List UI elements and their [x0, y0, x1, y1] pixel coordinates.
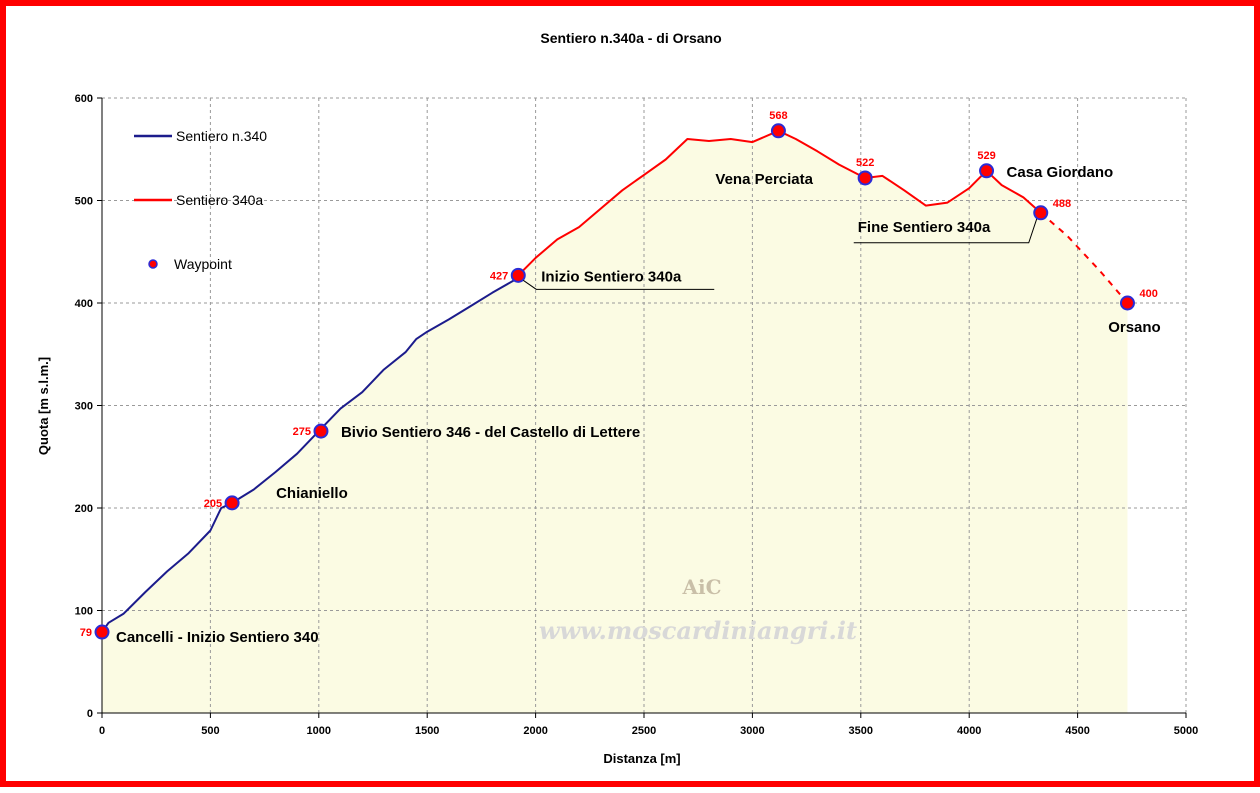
- waypoint-marker: [313, 423, 329, 439]
- waypoint: 400 Orsano: [1108, 288, 1161, 336]
- legend-item: Waypoint: [148, 256, 232, 272]
- x-tick-label: 3500: [849, 725, 873, 737]
- x-axis-title: Distanza [m]: [603, 751, 680, 766]
- waypoint-value: 205: [204, 498, 222, 510]
- x-tick-label: 3000: [740, 725, 764, 737]
- waypoint: 79 Cancelli - Inizio Sentiero 340: [80, 624, 319, 646]
- legend: Sentiero n.340 Sentiero 340a Waypoint: [134, 128, 267, 272]
- waypoint: 488 Fine Sentiero 340a: [853, 198, 1071, 244]
- legend-label: Sentiero 340a: [176, 192, 263, 208]
- logo-text: AiC: [681, 575, 721, 599]
- waypoint-marker: [94, 624, 110, 640]
- waypoint-label: Fine Sentiero 340a: [858, 219, 991, 236]
- legend-item: Sentiero n.340: [134, 128, 267, 144]
- y-tick-label: 200: [75, 503, 93, 515]
- series-layer: [101, 129, 1129, 633]
- waypoint-leader-line: [853, 218, 1038, 244]
- waypoint-marker: [510, 267, 526, 283]
- y-axis-title: Quota [m s.l.m.]: [36, 357, 51, 455]
- waypoint-label: Orsano: [1108, 319, 1161, 336]
- waypoint-value: 275: [293, 426, 311, 438]
- waypoint-label: Casa Giordano: [1007, 164, 1114, 181]
- waypoints-layer: 79 Cancelli - Inizio Sentiero 340 205 Chian…: [80, 110, 1161, 646]
- waypoint-value: 488: [1053, 198, 1071, 210]
- waypoint-marker: [224, 495, 240, 511]
- x-tick-label: 4000: [957, 725, 981, 737]
- y-tick-label: 500: [75, 196, 93, 208]
- legend-label: Sentiero n.340: [176, 128, 267, 144]
- y-tick-label: 100: [75, 606, 93, 618]
- series-line-dashed: [1040, 212, 1129, 304]
- waypoint-marker: [979, 163, 995, 179]
- area-fill-layer: [102, 130, 1128, 714]
- waypoint-marker: [1119, 295, 1135, 311]
- area-fill: [102, 130, 1128, 714]
- waypoint: 205 Chianiello: [204, 485, 348, 511]
- series-line: [517, 129, 1042, 277]
- waypoint-value: 79: [80, 627, 92, 639]
- waypoint-value: 427: [490, 270, 508, 282]
- watermark-layer: AiC www.moscardiniangri.it: [539, 575, 857, 645]
- waypoint-label: Bivio Sentiero 346 - del Castello di Let…: [341, 424, 640, 441]
- waypoint-label: Inizio Sentiero 340a: [541, 268, 682, 285]
- waypoint-label: Chianiello: [276, 485, 348, 502]
- elevation-chart: Sentiero n.340a - di Orsano AiC www.mosc…: [36, 30, 1199, 766]
- y-tick-label: 300: [75, 401, 93, 413]
- axes-layer: 0 500 1000 1500 2000 2500 3000 3500 4000 4500 5000…: [75, 93, 1199, 737]
- x-tick-label: 2000: [523, 725, 547, 737]
- waypoint-label: Vena Perciata: [715, 171, 813, 188]
- x-tick-label: 0: [99, 725, 105, 737]
- watermark-text: www.moscardiniangri.it: [539, 616, 857, 645]
- y-tick-label: 0: [87, 708, 93, 720]
- grid-layer: [102, 97, 1187, 713]
- waypoint-value: 400: [1139, 288, 1157, 300]
- waypoint-value: 529: [977, 150, 995, 162]
- x-tick-label: 1000: [307, 725, 331, 737]
- waypoint: 427 Inizio Sentiero 340a: [490, 267, 715, 290]
- chart-title: Sentiero n.340a - di Orsano: [540, 30, 721, 46]
- x-tick-label: 2500: [632, 725, 656, 737]
- y-tick-label: 600: [75, 93, 93, 105]
- waypoint-label: Cancelli - Inizio Sentiero 340: [116, 629, 319, 646]
- x-tick-label: 5000: [1174, 725, 1198, 737]
- waypoint: 568 Vena Perciata: [715, 110, 813, 188]
- waypoint-marker: [1033, 205, 1049, 221]
- x-tick-label: 500: [201, 725, 219, 737]
- waypoint: 522: [856, 157, 874, 186]
- waypoint-value: 568: [769, 110, 787, 122]
- legend-item: Sentiero 340a: [134, 192, 263, 208]
- legend-swatch-marker: [148, 259, 158, 269]
- waypoint-marker: [770, 123, 786, 139]
- x-tick-label: 4500: [1065, 725, 1089, 737]
- y-tick-label: 400: [75, 298, 93, 310]
- waypoint: 275 Bivio Sentiero 346 - del Castello di …: [293, 423, 640, 441]
- waypoint-marker: [857, 170, 873, 186]
- x-tick-label: 1500: [415, 725, 439, 737]
- waypoint: 529 Casa Giordano: [977, 150, 1113, 181]
- legend-label: Waypoint: [174, 256, 232, 272]
- waypoint-value: 522: [856, 157, 874, 169]
- waypoint-leader-line: [522, 279, 715, 290]
- series-line: [101, 274, 520, 633]
